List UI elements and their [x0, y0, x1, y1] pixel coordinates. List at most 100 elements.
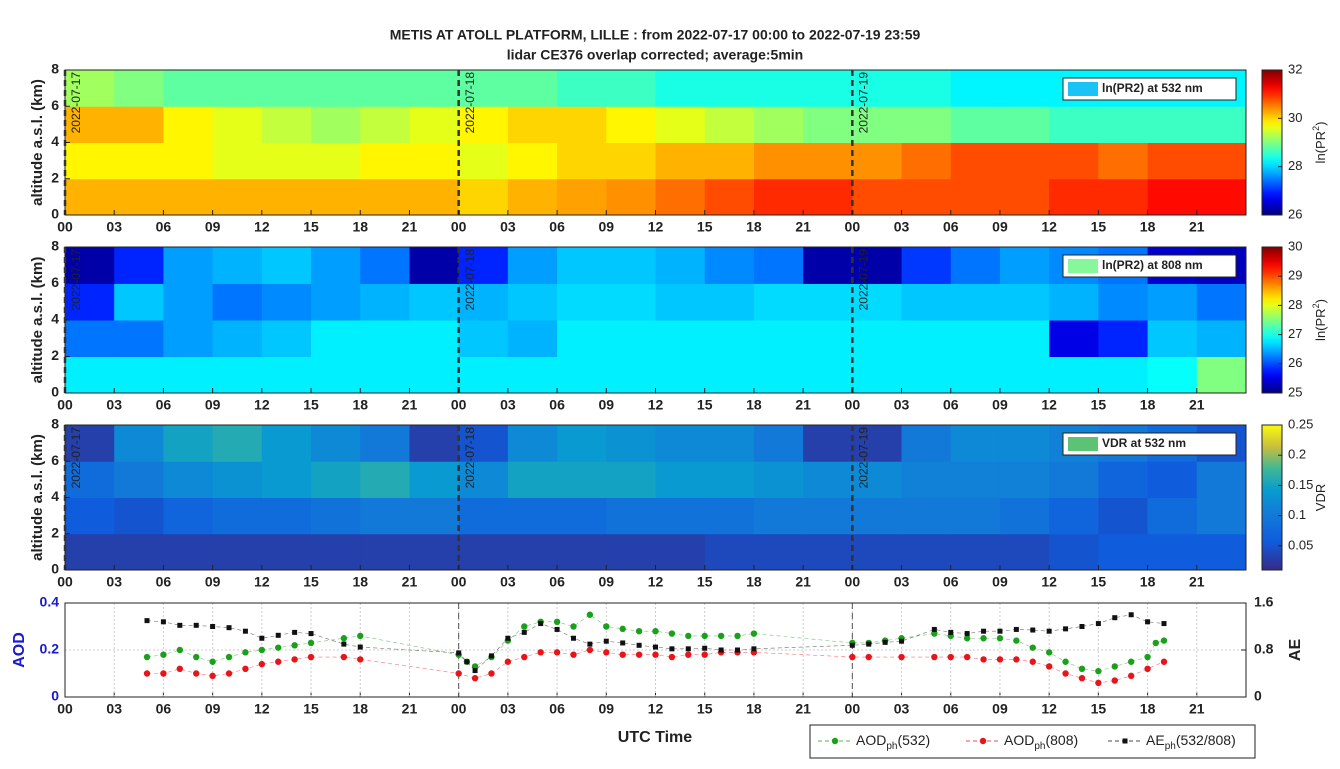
heatmap-cell — [507, 178, 558, 216]
colorbar-tick-label: 29 — [1288, 268, 1302, 283]
heatmap-cell — [753, 320, 804, 357]
heatmap-cell — [1049, 283, 1099, 321]
heatmap-cell — [950, 425, 1001, 462]
x-tick-label: 09 — [599, 701, 615, 717]
heatmap-cell — [655, 425, 706, 462]
point — [586, 646, 594, 654]
point — [1144, 653, 1151, 661]
heatmap-cell — [852, 106, 903, 143]
heatmap-cell — [655, 106, 706, 143]
heatmap-cell — [65, 106, 115, 143]
point — [554, 626, 560, 632]
heatmap-cell — [557, 533, 607, 571]
y-tick-label: 8 — [51, 238, 59, 254]
heatmap-cell — [999, 142, 1050, 180]
point — [570, 623, 577, 630]
y-axis-label: altitude a.s.l. (km) — [29, 257, 46, 384]
point — [1127, 672, 1135, 680]
y2-axis-label: AE — [1287, 639, 1304, 662]
heatmap-cell — [999, 247, 1050, 284]
series-line — [146, 614, 1165, 671]
heatmap-cell — [458, 425, 509, 462]
x-tick-label: 00 — [845, 219, 861, 235]
heatmap-cell — [655, 320, 706, 357]
point — [620, 640, 626, 646]
heatmap-cell — [852, 356, 903, 394]
heatmap-cell — [803, 533, 853, 571]
x-tick-label: 03 — [894, 701, 910, 717]
y-tick-label: 2 — [51, 169, 59, 185]
legend-label-part: (532/808) — [1176, 732, 1236, 748]
heatmap-cell — [261, 178, 312, 216]
heatmap-cell — [311, 178, 361, 216]
heatmap-cell — [704, 533, 755, 571]
legend-box — [1062, 254, 1237, 278]
heatmap-cell — [1049, 533, 1099, 571]
heatmap-cell — [999, 320, 1050, 357]
x-tick-label: 18 — [746, 219, 762, 235]
point — [635, 628, 643, 635]
heatmap-cell — [803, 178, 853, 216]
heatmap-cell — [311, 320, 361, 357]
point — [537, 649, 544, 656]
heatmap-cell — [753, 106, 804, 143]
heatmap-cell — [114, 425, 164, 462]
point — [652, 651, 659, 658]
x-tick-label: 09 — [992, 219, 1008, 235]
point — [1062, 670, 1069, 677]
heatmap-cell — [606, 283, 656, 321]
legend-swatch — [1068, 259, 1098, 273]
point — [981, 628, 987, 634]
x-tick-label: 06 — [943, 397, 959, 413]
heatmap-cell — [803, 356, 853, 394]
point — [144, 618, 150, 624]
point — [177, 622, 183, 628]
heatmap-cell — [1196, 283, 1247, 321]
date-label: 2022-07-18 — [463, 249, 477, 311]
point — [570, 651, 577, 658]
x-tick-label: 00 — [451, 574, 467, 590]
heatmap-cell — [999, 106, 1050, 143]
point — [963, 635, 971, 642]
heatmap-cell — [1098, 533, 1149, 571]
colorbar-label-part: ) — [1313, 122, 1328, 126]
point — [1062, 658, 1069, 665]
figure-title: METIS AT ATOLL PLATFORM, LILLE : from 20… — [390, 27, 921, 43]
point — [701, 651, 708, 658]
x-tick-label: 21 — [795, 397, 811, 413]
point — [898, 653, 905, 661]
date-label: 2022-07-19 — [857, 249, 871, 311]
y2-tick-label: 0.8 — [1254, 641, 1274, 657]
heatmap-cell — [704, 461, 755, 498]
point — [307, 653, 315, 661]
point — [603, 649, 610, 656]
heatmap-cell — [212, 247, 263, 284]
heatmap-cell — [753, 247, 804, 284]
point — [1160, 658, 1168, 665]
point — [619, 651, 626, 658]
heatmap-cell — [163, 283, 214, 321]
heatmap-cell — [901, 70, 952, 107]
heatmap-cell — [311, 283, 361, 321]
point — [340, 635, 348, 642]
x-tick-label: 03 — [894, 219, 910, 235]
heatmap-cell — [950, 70, 1001, 107]
point — [717, 632, 725, 640]
x-tick-label: 15 — [1091, 574, 1107, 590]
heatmap-cell — [458, 106, 509, 143]
heatmap-cell — [557, 425, 607, 462]
heatmap-cell — [1147, 497, 1198, 535]
x-tick-label: 12 — [254, 397, 270, 413]
heatmap-cell — [753, 178, 804, 216]
heatmap-cell — [950, 533, 1001, 571]
x-tick-label: 12 — [648, 574, 664, 590]
colorbar-tick-label: 0.1 — [1288, 507, 1306, 522]
colorbar-tick-label: 26 — [1288, 355, 1302, 370]
point — [980, 656, 987, 663]
x-tick-label: 12 — [254, 219, 270, 235]
heatmap-cell — [261, 320, 312, 357]
heatmap-cell — [753, 283, 804, 321]
heatmap-cell — [950, 497, 1001, 535]
heatmap-cell — [852, 283, 903, 321]
